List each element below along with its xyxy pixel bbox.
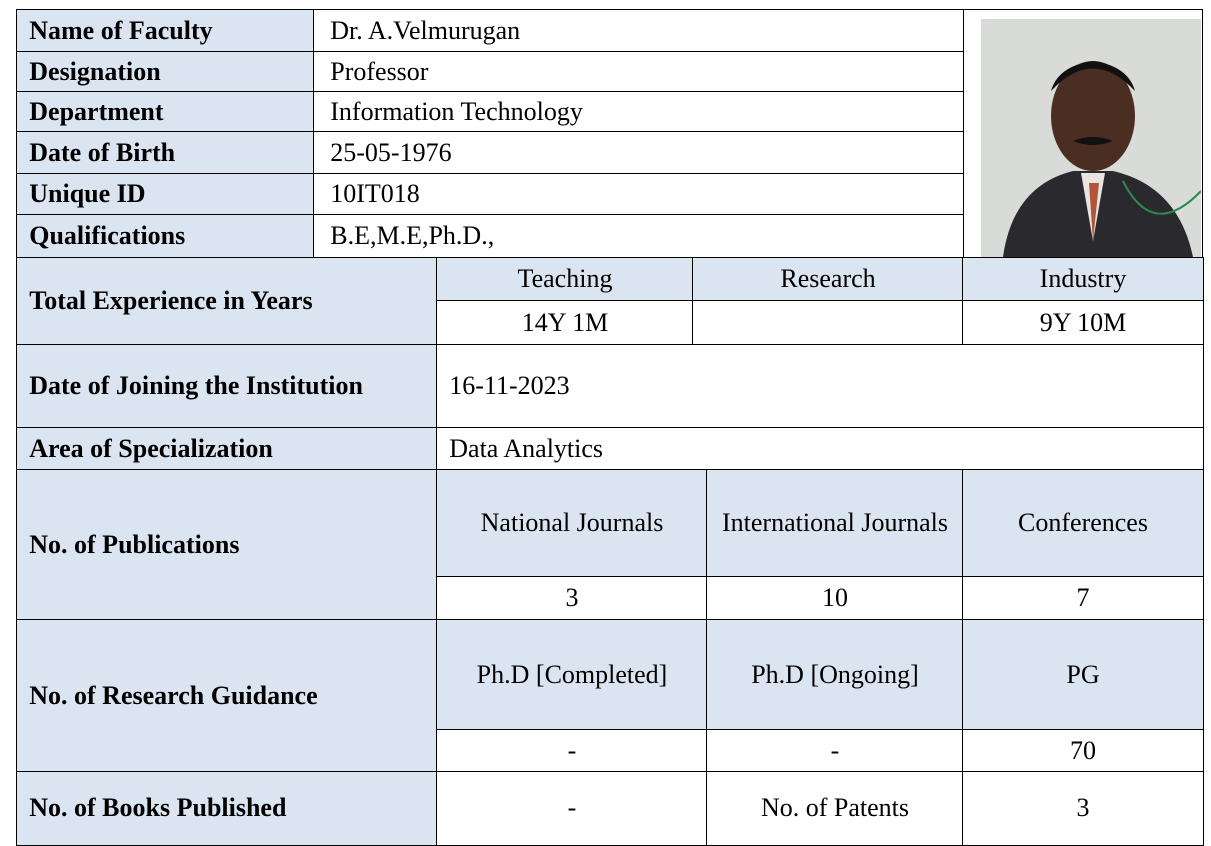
section-label: Area of Specialization <box>16 427 438 471</box>
column-value: 9Y 10M <box>962 300 1204 346</box>
field-label: Name of Faculty <box>16 9 315 53</box>
column-header: PG <box>962 619 1204 731</box>
column-value <box>692 300 964 346</box>
column-header: National Journals <box>436 469 708 578</box>
photo <box>981 18 1202 257</box>
column-header: Industry <box>962 257 1204 302</box>
column-value: 14Y 1M <box>436 300 694 346</box>
section-label: No. of Publications <box>16 469 438 621</box>
photo-cell <box>962 9 1204 259</box>
column-value: 7 <box>962 576 1204 621</box>
field-value: Information Technology <box>313 91 964 133</box>
field-value: B.E,M.E,Ph.D., <box>313 214 964 259</box>
section-label: No. of Books Published <box>16 771 438 846</box>
column-value: 70 <box>962 729 1204 773</box>
section-label: Date of Joining the Institution <box>16 344 438 429</box>
field-label: Date of Birth <box>16 131 315 175</box>
column-value: 10 <box>706 576 964 621</box>
column-header: Research <box>692 257 964 302</box>
field-value: Dr. A.Velmurugan <box>313 9 964 53</box>
column-header: Teaching <box>436 257 694 302</box>
field-label: Unique ID <box>16 173 315 216</box>
field-value: Professor <box>313 51 964 93</box>
column-header: International Journals <box>706 469 964 578</box>
column-value: - <box>436 729 708 773</box>
field-label: Department <box>16 91 315 133</box>
section-value: 3 <box>962 771 1204 846</box>
section-value: - <box>436 771 708 846</box>
section-label: No. of Research Guidance <box>16 619 438 773</box>
column-value: 3 <box>436 576 708 621</box>
column-header: Ph.D [Ongoing] <box>706 619 964 731</box>
section-label: Total Experience in Years <box>16 257 438 346</box>
field-value: 10IT018 <box>313 173 964 216</box>
section-label: No. of Patents <box>706 771 964 846</box>
field-label: Qualifications <box>16 214 315 259</box>
column-value: - <box>706 729 964 773</box>
column-header: Conferences <box>962 469 1204 578</box>
field-value: 25-05-1976 <box>313 131 964 175</box>
section-value: Data Analytics <box>436 427 1204 471</box>
field-label: Designation <box>16 51 315 93</box>
section-value: 16-11-2023 <box>436 344 1204 429</box>
column-header: Ph.D [Completed] <box>436 619 708 731</box>
